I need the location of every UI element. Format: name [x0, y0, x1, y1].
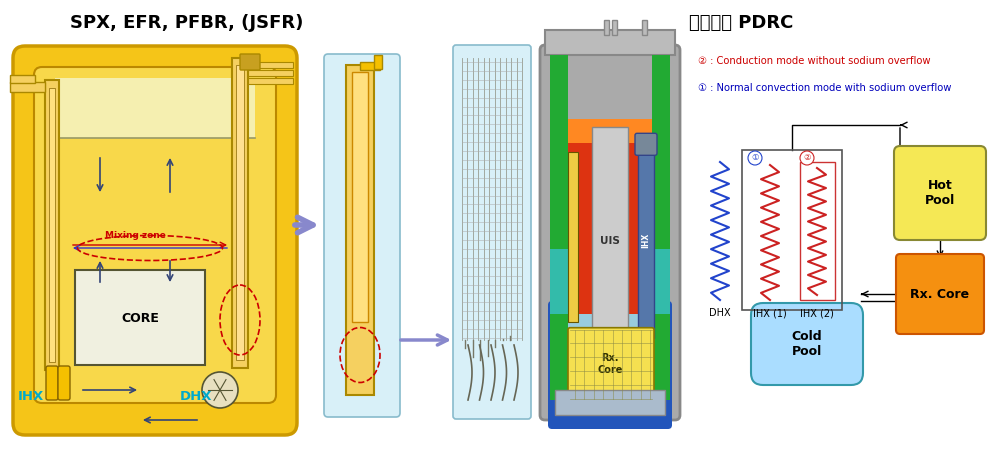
- Bar: [800, 162, 835, 300]
- Circle shape: [202, 372, 238, 408]
- FancyBboxPatch shape: [568, 328, 654, 400]
- Text: Cold
Pool: Cold Pool: [791, 330, 823, 358]
- FancyBboxPatch shape: [540, 45, 680, 420]
- FancyBboxPatch shape: [896, 254, 984, 334]
- Bar: [545, 30, 675, 55]
- Bar: [236, 65, 244, 360]
- FancyBboxPatch shape: [58, 366, 70, 400]
- FancyBboxPatch shape: [34, 67, 276, 403]
- Bar: [638, 152, 654, 338]
- Text: Rx. Core: Rx. Core: [910, 287, 970, 300]
- Text: 고유개념 PDRC: 고유개념 PDRC: [688, 14, 793, 32]
- Text: ① : Normal convection mode with sodium overflow: ① : Normal convection mode with sodium o…: [698, 83, 951, 93]
- Circle shape: [748, 151, 762, 165]
- Bar: [550, 55, 568, 400]
- FancyBboxPatch shape: [324, 54, 400, 417]
- Bar: [642, 20, 647, 35]
- Text: Hot
Pool: Hot Pool: [925, 179, 956, 207]
- Bar: [248, 62, 293, 68]
- Text: IHX (1): IHX (1): [753, 308, 787, 318]
- Text: DHX: DHX: [710, 308, 731, 318]
- Bar: [374, 55, 382, 69]
- Text: SPX, EFR, PFBR, (JSFR): SPX, EFR, PFBR, (JSFR): [70, 14, 303, 32]
- Text: IHX (2): IHX (2): [800, 308, 834, 318]
- Bar: [232, 58, 248, 368]
- Bar: [550, 249, 568, 313]
- Text: ①: ①: [751, 153, 759, 162]
- Bar: [248, 78, 293, 84]
- FancyBboxPatch shape: [46, 366, 58, 400]
- Text: DHX: DHX: [179, 391, 212, 403]
- Bar: [568, 152, 578, 322]
- FancyBboxPatch shape: [894, 146, 986, 240]
- Bar: [45, 80, 59, 370]
- Text: IHX: IHX: [18, 391, 44, 403]
- Bar: [568, 313, 652, 403]
- Bar: [55, 78, 255, 138]
- Bar: [248, 70, 293, 76]
- FancyBboxPatch shape: [453, 45, 531, 419]
- Bar: [652, 55, 670, 400]
- Bar: [568, 119, 652, 143]
- Bar: [604, 20, 609, 35]
- Bar: [10, 75, 35, 83]
- Text: UIS: UIS: [600, 235, 620, 246]
- Bar: [346, 65, 374, 395]
- Bar: [49, 88, 55, 362]
- Bar: [360, 62, 380, 70]
- FancyBboxPatch shape: [635, 133, 657, 155]
- FancyBboxPatch shape: [751, 303, 863, 385]
- FancyBboxPatch shape: [240, 54, 260, 70]
- FancyBboxPatch shape: [548, 301, 672, 429]
- Bar: [742, 150, 842, 310]
- Bar: [592, 127, 628, 350]
- Bar: [568, 143, 652, 313]
- FancyBboxPatch shape: [13, 46, 297, 435]
- Text: Mixing zone: Mixing zone: [105, 231, 165, 240]
- Text: IHX: IHX: [641, 233, 650, 248]
- Text: CORE: CORE: [121, 312, 159, 325]
- Bar: [555, 390, 665, 415]
- Circle shape: [800, 151, 814, 165]
- Bar: [652, 249, 670, 313]
- Bar: [10, 82, 45, 92]
- Text: Rx.
Core: Rx. Core: [598, 353, 623, 375]
- Bar: [352, 72, 368, 322]
- Bar: [75, 270, 205, 365]
- Bar: [612, 20, 617, 35]
- Text: ② : Conduction mode without sodium overflow: ② : Conduction mode without sodium overf…: [698, 56, 930, 66]
- Text: ②: ②: [803, 153, 810, 162]
